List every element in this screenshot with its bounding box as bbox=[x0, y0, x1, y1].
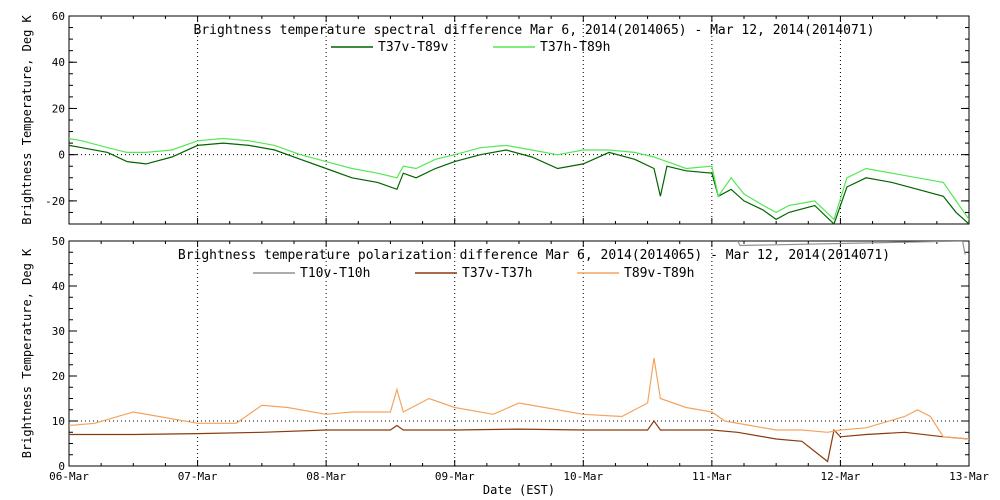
x-tick-label: 12-Mar bbox=[821, 470, 861, 483]
spectral-difference-panel: -20 0 20 40 60 Brightness Temperature, Deg K T… bbox=[20, 10, 970, 225]
legend-entry: T89v-T89h bbox=[624, 266, 694, 281]
x-tick-label: 08-Mar bbox=[306, 470, 346, 483]
y-tick-label: 40 bbox=[52, 56, 65, 69]
legend-entry: T37v-T89v bbox=[378, 40, 449, 55]
y-axis-label: Brightness Temperature, Deg K bbox=[20, 14, 34, 224]
chart-title: Brightness temperature polarization diff… bbox=[178, 248, 890, 263]
y-tick-label: 60 bbox=[52, 10, 65, 23]
y-tick-label: 0 bbox=[58, 149, 65, 162]
x-tick-label: 06-Mar bbox=[49, 470, 89, 483]
y-tick-label: 20 bbox=[52, 102, 65, 115]
x-axis-label: Date (EST) bbox=[483, 483, 555, 497]
y-tick-label: 40 bbox=[52, 280, 65, 293]
y-tick-label: 50 bbox=[52, 235, 65, 248]
series-line-t10v-t10h bbox=[737, 241, 966, 255]
legend-entry: T37v-T37h bbox=[462, 266, 532, 281]
y-tick-label: 20 bbox=[52, 370, 65, 383]
series-line-t89v-t89h bbox=[69, 357, 969, 440]
series-line-t37v-t37h bbox=[69, 419, 969, 463]
x-tick-label: 07-Mar bbox=[178, 470, 218, 483]
legend-entry: T10v-T10h bbox=[300, 266, 370, 281]
y-tick-label: 30 bbox=[52, 325, 65, 338]
y-tick-label: -20 bbox=[45, 195, 65, 208]
chart-title: Brightness temperature spectral differen… bbox=[194, 23, 875, 38]
x-tick-label: 11-Mar bbox=[692, 470, 732, 483]
x-tick-label: 10-Mar bbox=[563, 470, 603, 483]
polarization-difference-panel: 06-Mar 07-Mar 08-Mar 09-Mar 10-Mar 11-Mar 12-M… bbox=[20, 235, 989, 483]
series-line-t37v-t89v bbox=[69, 142, 969, 224]
y-tick-label: 0 bbox=[58, 460, 65, 473]
y-axis-label: Brightness Temperature, Deg K bbox=[20, 248, 34, 458]
x-tick-label: 09-Mar bbox=[435, 470, 475, 483]
x-tick-label: 13-Mar bbox=[949, 470, 989, 483]
y-tick-label: 10 bbox=[52, 415, 65, 428]
legend-entry: T37h-T89h bbox=[540, 40, 610, 55]
series-line-t37h-t89h bbox=[69, 137, 969, 221]
